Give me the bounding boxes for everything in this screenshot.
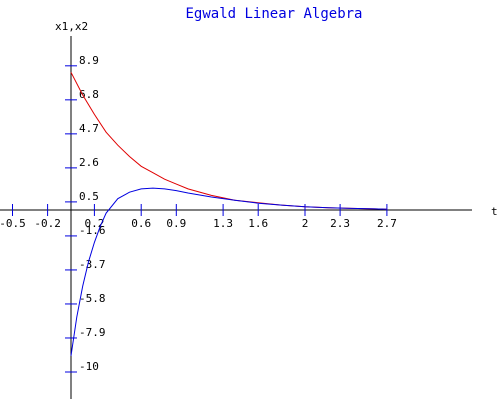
x-tick-label: -0.2 [34,217,61,230]
x-tick-label: 2.3 [330,217,350,230]
series-line-x2 [70,187,387,356]
x-tick-label: 0.2 [84,217,104,230]
y-tick-label: -5.8 [79,292,106,305]
y-tick-label: -1.6 [79,224,106,237]
x-tick-label: 1.6 [248,217,268,230]
x-ticks: -0.5 -0.2 0.2 0.6 0.9 1.3 1.6 2 2.3 2.7 [0,204,397,230]
y-tick-label: 2.6 [79,156,99,169]
x-tick-label: 0.9 [166,217,186,230]
y-axis-label: x1,x2 [55,20,88,33]
y-tick-label: 8.9 [79,54,99,67]
y-tick-label: 0.5 [79,190,99,203]
y-ticks: 8.96.84.72.60.5-1.6-3.7-5.8-7.9-10 [65,54,106,373]
y-tick-label: -10 [79,360,99,373]
y-tick-label: -7.9 [79,326,106,339]
x-tick-label: 2 [302,217,309,230]
series-layer [70,72,387,356]
series-line-x1 [70,72,387,210]
x-axis-label: t [491,205,498,218]
x-tick-label: 2.7 [377,217,397,230]
x-tick-label: 0.6 [131,217,151,230]
x-tick-label: -0.5 [0,217,26,230]
x-tick-label: 1.3 [213,217,233,230]
chart-title: Egwald Linear Algebra [185,6,362,22]
y-tick-label: -3.7 [79,258,106,271]
y-tick-label: 4.7 [79,122,99,135]
